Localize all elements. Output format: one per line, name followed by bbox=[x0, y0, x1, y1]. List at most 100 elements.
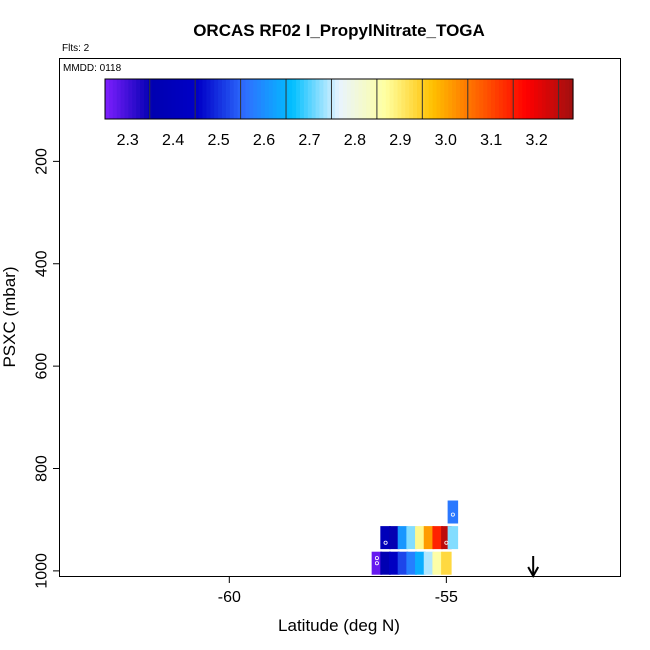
colorbar-swatch bbox=[194, 79, 200, 119]
data-cells bbox=[371, 500, 459, 575]
colorbar-swatch bbox=[210, 79, 215, 119]
colorbar-swatch bbox=[378, 79, 383, 119]
data-marker bbox=[374, 561, 379, 566]
colorbar-swatch bbox=[171, 79, 176, 119]
colorbar-swatch bbox=[132, 79, 137, 119]
colorbar-swatch bbox=[315, 79, 321, 119]
colorbar-swatch bbox=[553, 79, 558, 119]
colorbar-swatch bbox=[530, 79, 535, 119]
colorbar-swatch bbox=[502, 79, 508, 119]
data-cell bbox=[371, 551, 383, 575]
colorbar-swatch bbox=[339, 79, 344, 119]
colorbar-swatch bbox=[108, 79, 114, 119]
data-cell bbox=[415, 551, 426, 575]
colorbar-swatch bbox=[167, 79, 172, 119]
colorbar-swatch bbox=[487, 79, 492, 119]
x-tick-label: -55 bbox=[435, 589, 458, 606]
colorbar-tick-label: 3.0 bbox=[435, 132, 457, 149]
data-cell bbox=[423, 526, 435, 550]
colorbar-tick-label: 2.9 bbox=[389, 132, 411, 149]
colorbar-swatch bbox=[288, 79, 293, 119]
y-tick-label: 800 bbox=[34, 455, 51, 482]
data-marker bbox=[374, 556, 379, 561]
data-cell bbox=[415, 526, 426, 550]
colorbar-swatch bbox=[346, 79, 352, 119]
y-axis-label: PSXC (mbar) bbox=[0, 266, 19, 367]
colorbar-swatch bbox=[440, 79, 445, 119]
colorbar-swatch bbox=[537, 79, 543, 119]
colorbar-swatch bbox=[183, 79, 188, 119]
colorbar-swatch bbox=[128, 79, 133, 119]
data-cell bbox=[397, 526, 409, 550]
colorbar-tick-label: 2.4 bbox=[162, 132, 184, 149]
colorbar-swatch bbox=[561, 79, 566, 119]
data-marker bbox=[444, 540, 449, 545]
colorbar-swatch bbox=[222, 79, 227, 119]
colorbar-tick-label: 2.7 bbox=[298, 132, 320, 149]
colorbar-swatch bbox=[311, 79, 317, 119]
y-tick-label: 200 bbox=[34, 148, 51, 175]
colorbar-swatch bbox=[471, 79, 477, 119]
colorbar-tick-label: 2.3 bbox=[117, 132, 139, 149]
colorbar-swatch bbox=[342, 79, 348, 119]
colorbar-swatch bbox=[323, 79, 328, 119]
colorbar-swatch bbox=[280, 79, 285, 119]
arrow-head bbox=[527, 566, 540, 579]
colorbar-swatch bbox=[327, 79, 332, 119]
colorbar-swatch bbox=[276, 79, 282, 119]
colorbar-swatch bbox=[284, 79, 289, 119]
colorbar-swatch bbox=[522, 79, 527, 119]
colorbar-swatch bbox=[350, 79, 356, 119]
colorbar: 2.3 2.4 2.5 2.6 2.7 2.8 2.9 3.0 3.1 3.2 bbox=[104, 78, 574, 149]
colorbar-swatch bbox=[136, 79, 141, 119]
colorbar-swatch bbox=[401, 79, 406, 119]
colorbar-swatch bbox=[514, 79, 519, 119]
data-cell bbox=[380, 551, 391, 575]
colorbar-swatch bbox=[300, 79, 305, 119]
colorbar-swatch bbox=[557, 79, 562, 119]
data-cell bbox=[406, 526, 417, 550]
colorbar-swatch bbox=[541, 79, 547, 119]
x-tick-label: -60 bbox=[218, 589, 241, 606]
colorbar-swatch bbox=[307, 79, 313, 119]
colorbar-swatch bbox=[159, 79, 165, 119]
colorbar-swatch bbox=[268, 79, 274, 119]
data-cell bbox=[389, 551, 400, 575]
colorbar-swatch bbox=[565, 79, 570, 119]
colorbar-swatch bbox=[518, 79, 523, 119]
data-cell bbox=[441, 526, 452, 550]
data-marker bbox=[383, 540, 388, 545]
colorbar-swatch bbox=[432, 79, 438, 119]
colorbar-tick-label: 2.8 bbox=[344, 132, 366, 149]
plot-frame bbox=[59, 58, 621, 577]
colorbar-swatch bbox=[112, 79, 118, 119]
colorbar-swatch bbox=[417, 79, 422, 119]
colorbar-swatch bbox=[413, 79, 418, 119]
colorbar-swatch bbox=[409, 79, 414, 119]
down-arrow-icon bbox=[527, 556, 540, 579]
colorbar-swatch bbox=[358, 79, 363, 119]
colorbar-swatch bbox=[245, 79, 250, 119]
colorbar-swatch bbox=[198, 79, 204, 119]
colorbar-swatch bbox=[452, 79, 457, 119]
flights-note: Flts: 2 bbox=[62, 43, 90, 54]
colorbar-swatch bbox=[116, 79, 122, 119]
data-cell bbox=[432, 551, 443, 575]
colorbar-swatch bbox=[479, 79, 484, 119]
colorbar-swatch bbox=[163, 79, 168, 119]
colorbar-border bbox=[104, 78, 574, 120]
colorbar-swatch bbox=[549, 79, 555, 119]
y-axis: 200 400 600 800 1000 bbox=[34, 148, 60, 589]
data-cell bbox=[406, 551, 417, 575]
colorbar-swatch bbox=[389, 79, 395, 119]
colorbar-swatch bbox=[491, 79, 496, 119]
colorbar-swatch bbox=[140, 79, 145, 119]
colorbar-swatch bbox=[105, 79, 110, 119]
colorbar-swatch bbox=[475, 79, 480, 119]
colorbar-swatch bbox=[463, 79, 469, 119]
colorbar-swatch bbox=[495, 79, 500, 119]
colorbar-swatch bbox=[354, 79, 360, 119]
colorbar-swatch bbox=[366, 79, 371, 119]
y-tick-label: 600 bbox=[34, 353, 51, 380]
colorbar-swatch bbox=[206, 79, 211, 119]
